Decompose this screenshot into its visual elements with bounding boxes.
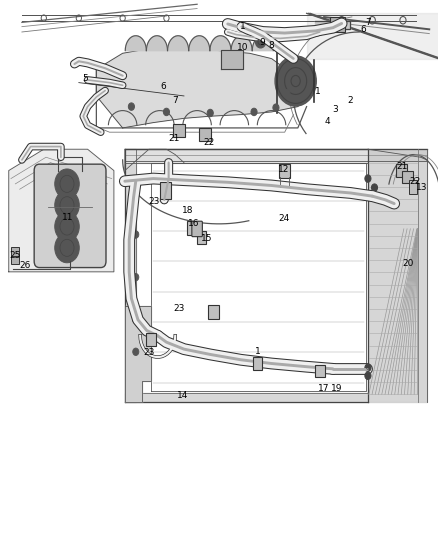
Text: 24: 24 bbox=[278, 214, 290, 223]
Text: 11: 11 bbox=[62, 213, 74, 222]
Polygon shape bbox=[125, 149, 427, 161]
Polygon shape bbox=[125, 393, 368, 402]
Circle shape bbox=[255, 35, 266, 48]
Circle shape bbox=[207, 109, 213, 117]
Circle shape bbox=[371, 184, 378, 191]
Circle shape bbox=[365, 364, 371, 372]
Text: 14: 14 bbox=[177, 391, 189, 400]
Polygon shape bbox=[125, 149, 368, 163]
Polygon shape bbox=[125, 306, 151, 402]
FancyBboxPatch shape bbox=[396, 164, 407, 177]
Text: 23: 23 bbox=[143, 349, 155, 357]
Text: 15: 15 bbox=[201, 235, 212, 243]
FancyBboxPatch shape bbox=[253, 357, 262, 370]
Text: 16: 16 bbox=[188, 220, 199, 228]
Text: 9: 9 bbox=[259, 38, 265, 47]
Polygon shape bbox=[315, 21, 350, 29]
Text: 21: 21 bbox=[169, 134, 180, 143]
Text: 12: 12 bbox=[278, 165, 290, 174]
Text: 19: 19 bbox=[331, 384, 342, 392]
Text: 20: 20 bbox=[403, 260, 414, 268]
Circle shape bbox=[163, 108, 170, 116]
FancyBboxPatch shape bbox=[160, 182, 171, 199]
FancyBboxPatch shape bbox=[11, 256, 19, 264]
Circle shape bbox=[133, 348, 139, 356]
Text: 1: 1 bbox=[314, 87, 321, 96]
Polygon shape bbox=[221, 50, 243, 69]
Circle shape bbox=[133, 231, 139, 238]
Text: 23: 23 bbox=[148, 197, 160, 206]
Text: 6: 6 bbox=[160, 82, 166, 91]
Text: 13: 13 bbox=[416, 183, 427, 192]
Polygon shape bbox=[189, 36, 210, 51]
Polygon shape bbox=[9, 149, 114, 272]
Text: 6: 6 bbox=[360, 25, 367, 34]
Text: 5: 5 bbox=[82, 75, 88, 83]
Polygon shape bbox=[146, 36, 167, 51]
Polygon shape bbox=[210, 36, 231, 51]
FancyBboxPatch shape bbox=[279, 164, 290, 178]
Circle shape bbox=[128, 103, 134, 110]
Circle shape bbox=[275, 56, 316, 106]
Circle shape bbox=[273, 104, 279, 111]
Text: 18: 18 bbox=[182, 206, 193, 215]
Circle shape bbox=[251, 108, 257, 116]
Text: 1: 1 bbox=[254, 348, 261, 356]
Circle shape bbox=[133, 316, 139, 324]
Text: 8: 8 bbox=[268, 41, 275, 50]
Polygon shape bbox=[125, 149, 136, 402]
Text: 17: 17 bbox=[318, 384, 329, 392]
Polygon shape bbox=[252, 36, 273, 51]
Text: 7: 7 bbox=[365, 18, 371, 27]
Text: 3: 3 bbox=[332, 105, 338, 114]
FancyBboxPatch shape bbox=[315, 365, 325, 377]
FancyBboxPatch shape bbox=[192, 221, 202, 237]
Text: 21: 21 bbox=[396, 162, 408, 171]
Polygon shape bbox=[231, 36, 252, 51]
Circle shape bbox=[284, 90, 290, 97]
FancyBboxPatch shape bbox=[330, 17, 345, 32]
Text: 22: 22 bbox=[410, 177, 421, 185]
Text: 7: 7 bbox=[172, 96, 178, 104]
Circle shape bbox=[55, 169, 79, 199]
Polygon shape bbox=[96, 48, 307, 128]
Circle shape bbox=[365, 372, 371, 379]
Text: 1: 1 bbox=[240, 22, 246, 31]
FancyBboxPatch shape bbox=[197, 231, 206, 244]
FancyBboxPatch shape bbox=[11, 247, 19, 256]
FancyBboxPatch shape bbox=[34, 164, 106, 268]
Text: 2: 2 bbox=[348, 96, 353, 104]
Text: 25: 25 bbox=[10, 252, 21, 260]
FancyBboxPatch shape bbox=[146, 333, 156, 346]
Circle shape bbox=[365, 175, 371, 182]
Polygon shape bbox=[168, 36, 189, 51]
FancyBboxPatch shape bbox=[173, 124, 185, 137]
FancyBboxPatch shape bbox=[199, 128, 211, 141]
FancyBboxPatch shape bbox=[208, 305, 219, 319]
Text: 4: 4 bbox=[325, 117, 330, 126]
Text: 26: 26 bbox=[20, 261, 31, 270]
Circle shape bbox=[55, 233, 79, 263]
Circle shape bbox=[133, 273, 139, 281]
Polygon shape bbox=[125, 36, 146, 51]
Circle shape bbox=[55, 212, 79, 241]
Text: 22: 22 bbox=[204, 139, 215, 147]
Text: 23: 23 bbox=[173, 304, 184, 312]
FancyBboxPatch shape bbox=[409, 180, 417, 194]
Circle shape bbox=[55, 190, 79, 220]
FancyBboxPatch shape bbox=[187, 221, 198, 235]
FancyBboxPatch shape bbox=[402, 171, 413, 183]
Polygon shape bbox=[368, 149, 427, 402]
Text: 10: 10 bbox=[237, 44, 249, 52]
